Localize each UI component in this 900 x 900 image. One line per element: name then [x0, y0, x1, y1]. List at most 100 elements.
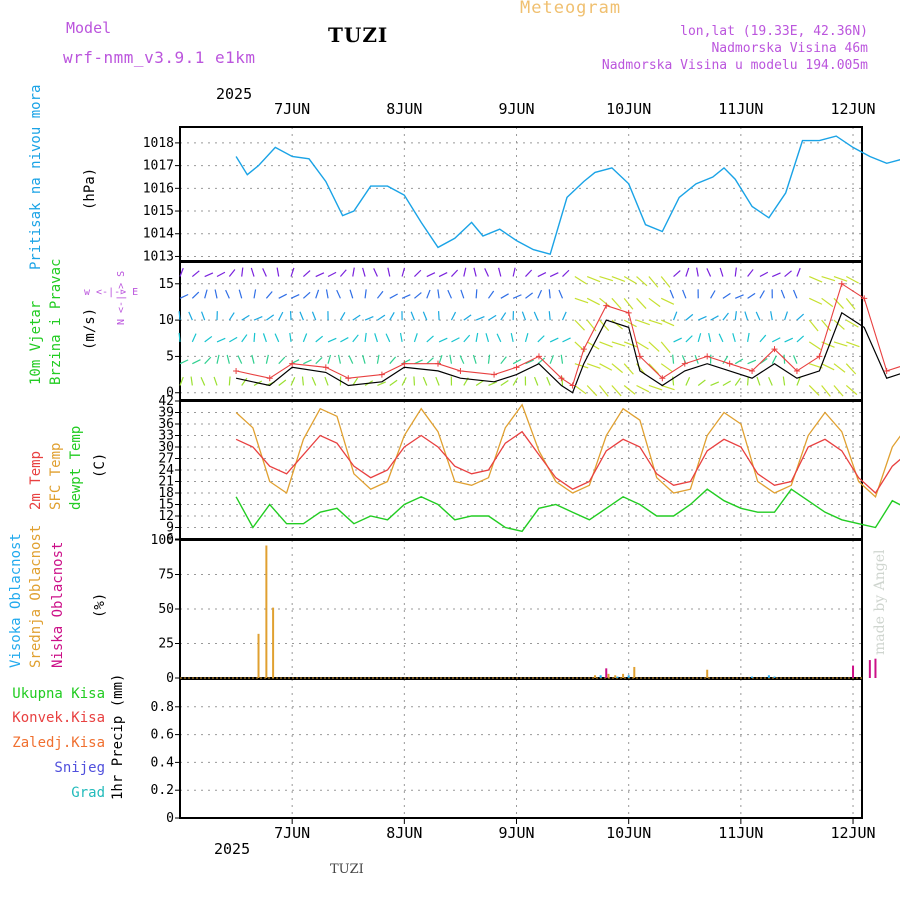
wind-arrow [241, 314, 250, 321]
wind-arrow [472, 354, 477, 364]
y-tick-label: 9 [166, 521, 174, 536]
y-tick-label: 100 [151, 533, 174, 548]
wind-arrow [450, 311, 457, 321]
wind-arrow [808, 341, 822, 351]
wind-arrow [599, 385, 609, 397]
wind-arrow [438, 272, 448, 278]
panel-pressure: 1013 1014 1015 1016 1017 1018 [143, 126, 863, 264]
gust-marker [535, 353, 542, 360]
gust-marker [513, 364, 520, 371]
wind-arrow [188, 311, 193, 321]
wind-compass-we: w <-|-> E [84, 287, 139, 298]
wind-arrow [228, 312, 235, 321]
wind-arrow [611, 385, 622, 397]
wind-arrow [537, 357, 546, 365]
wind-arrow [226, 354, 230, 364]
wind-arrow [179, 359, 189, 365]
wind-arrow [438, 354, 443, 364]
wind-arrow [586, 363, 601, 369]
wind-arrow [512, 358, 522, 365]
wind-arrow [447, 289, 453, 299]
wind-arrow [734, 358, 744, 365]
wind-arrow [302, 270, 311, 277]
x-tick-label-top: 9JUN [498, 100, 534, 118]
wind-arrow [808, 385, 820, 396]
gust-marker [749, 367, 756, 374]
gust-marker [861, 295, 868, 302]
wind-arrow [660, 319, 675, 327]
wind-arrow [387, 267, 391, 277]
wind-arrow [611, 319, 624, 330]
panel-frame [179, 261, 863, 401]
wind-arrow [437, 289, 440, 299]
wind-arrow [475, 289, 478, 299]
wind-arrow [362, 267, 366, 277]
wind-arrow [364, 332, 367, 342]
wind-arrow [623, 297, 634, 310]
wind-arrow [276, 267, 280, 277]
wind-arrow [289, 332, 292, 342]
wind-arrow [833, 319, 845, 330]
wind-arrow [179, 293, 189, 299]
wind-arrow [401, 359, 411, 365]
x-tick-label-top: 7JUN [274, 100, 310, 118]
wind-arrow [352, 314, 361, 321]
wind-arrow [401, 294, 411, 299]
wind-arrow [340, 337, 349, 343]
lonlat-label: lon,lat (19.33E, 42.36N) [680, 24, 868, 39]
wind-arrow [500, 380, 509, 386]
wind-arrow [710, 290, 716, 299]
wind-arrow [524, 333, 529, 343]
precip-legend-frz: Zaledj.Kisa [12, 735, 105, 751]
wind-arrow [213, 376, 218, 386]
wind-arrow [414, 269, 422, 277]
wind-arrow [315, 272, 325, 278]
wind-arrow [311, 376, 317, 386]
y-tick-label: 5 [166, 349, 174, 364]
wind-arrow [426, 289, 431, 299]
wind-arrow [389, 312, 395, 321]
wind-arrow [734, 377, 741, 386]
wind-arrow [685, 267, 690, 277]
y-tick-label: 75 [158, 568, 174, 583]
wind-arrow [414, 292, 422, 299]
gust-marker [289, 360, 296, 367]
wind-gust-line [235, 282, 900, 387]
y-tick-label: 0 [166, 811, 174, 826]
gust-marker [625, 309, 632, 316]
precip-legend-conv: Konvek.Kisa [12, 710, 105, 726]
wind-arrow [216, 337, 226, 343]
wind-arrow [250, 267, 255, 277]
wind-arrow [562, 269, 570, 277]
wind-arrow [327, 271, 337, 278]
wind-arrow [648, 319, 663, 325]
wind-arrow [401, 267, 406, 277]
wind-arrow [315, 356, 323, 365]
wind-arrow [845, 319, 859, 328]
wind-arrow [562, 337, 571, 343]
wind-arrow [278, 379, 287, 386]
wind-arrow [339, 269, 347, 277]
y-tick-label: 24 [158, 463, 174, 478]
wind-arrow [485, 333, 490, 343]
wind-arrow [623, 385, 636, 395]
wind-arrow [385, 333, 391, 343]
wind-arrow [660, 297, 675, 305]
wind-arrow [475, 332, 479, 342]
panel-precip: 0 0.2 0.4 0.6 0.8 [151, 678, 863, 826]
wind-arrow [191, 333, 197, 343]
wind-arrow [611, 297, 622, 310]
y-tick-label: 30 [158, 440, 174, 455]
wind-arrow [179, 376, 184, 386]
wind-arrow [744, 311, 749, 321]
wind-arrow [782, 376, 786, 386]
wind-arrow [833, 385, 844, 397]
wind-arrow [574, 297, 589, 304]
wind-arrow [719, 267, 724, 277]
wind-arrow [324, 376, 329, 386]
wind-arrow [376, 290, 384, 299]
x-tick-label-bottom: 11JUN [718, 824, 763, 842]
wind-arrow [225, 289, 230, 299]
wind-arrow [337, 354, 341, 364]
